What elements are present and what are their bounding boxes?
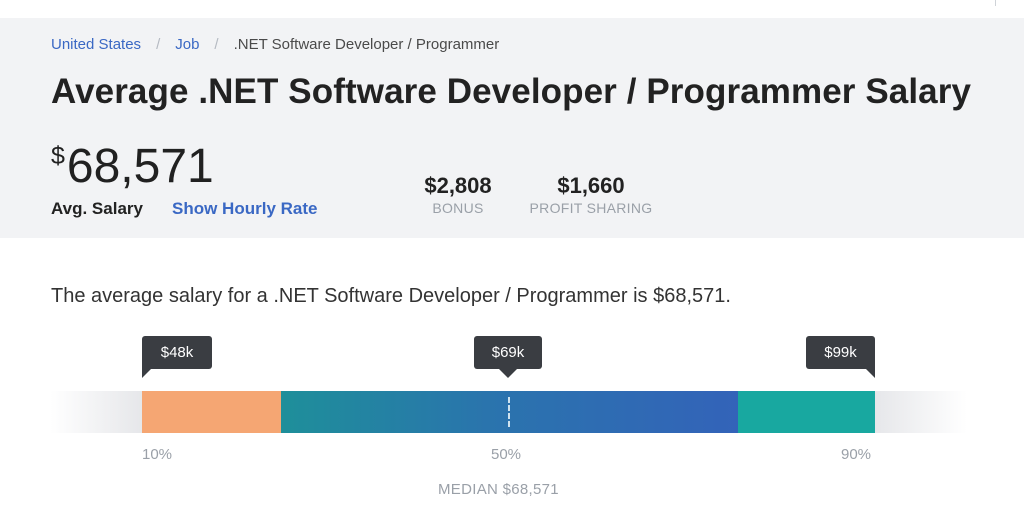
profit-sharing-value: $1,660 [557, 173, 625, 198]
bonus-label: BONUS [432, 200, 484, 216]
tooltip-90th-percentile: $99k [806, 336, 875, 369]
top-divider [995, 0, 996, 6]
median-marker-line [508, 397, 510, 427]
range-bar-high-segment [738, 391, 875, 433]
breadcrumb-separator: / [214, 36, 219, 53]
page-title: Average .NET Software Developer / Progra… [51, 72, 972, 111]
tooltip-10th-percentile: $48k [142, 336, 212, 369]
tooltip-pointer [499, 369, 517, 378]
range-bar-fade-right [875, 391, 967, 433]
tooltip-pointer [142, 369, 151, 378]
breadcrumb: United States / Job / .NET Software Deve… [51, 36, 499, 53]
percentile-label-50: 50% [491, 446, 522, 463]
breadcrumb-link-country[interactable]: United States [51, 36, 142, 53]
avg-salary-label: Avg. Salary [51, 199, 143, 218]
breadcrumb-current: .NET Software Developer / Programmer [233, 36, 500, 53]
top-strip [0, 0, 1024, 18]
salary-header [0, 18, 1024, 238]
tooltip-pointer [866, 369, 875, 378]
bonus-value: $2,808 [424, 173, 492, 198]
percentile-label-90: 90% [841, 446, 872, 463]
range-bar-low-segment [142, 391, 281, 433]
average-salary-value: 68,571 [66, 140, 214, 193]
breadcrumb-separator: / [156, 36, 161, 53]
tooltip-median: $69k [474, 336, 542, 369]
salary-summary: The average salary for a .NET Software D… [51, 285, 731, 307]
median-label: MEDIAN $68,571 [438, 481, 559, 498]
range-bar-fade-left [50, 391, 142, 433]
breadcrumb-link-job[interactable]: Job [175, 36, 200, 53]
average-salary: $68,571 [51, 128, 214, 195]
percentile-label-10: 10% [142, 446, 173, 463]
profit-sharing-stat: $1,660 PROFIT SHARING [520, 173, 662, 216]
show-hourly-rate-link[interactable]: Show Hourly Rate [172, 199, 318, 218]
currency-symbol: $ [51, 142, 65, 170]
profit-sharing-label: PROFIT SHARING [529, 200, 653, 216]
bonus-stat: $2,808 BONUS [410, 173, 506, 216]
